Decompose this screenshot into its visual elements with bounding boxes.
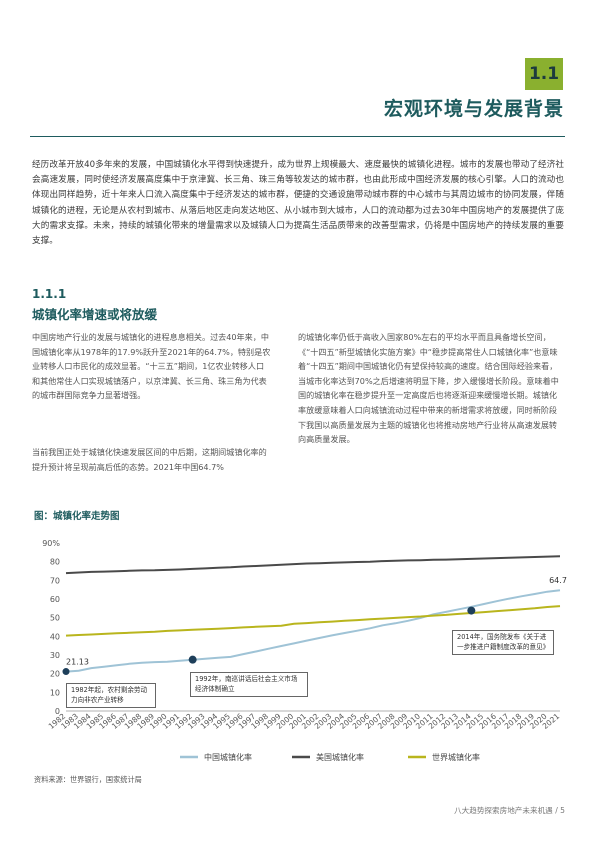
intro-paragraph: 经历改革开放40多年来的发展，中国城镇化水平得到快速提升，成为世界上规模最大、速… — [32, 160, 564, 247]
marker-2014 — [467, 606, 476, 615]
data-label: 64.7 — [549, 576, 567, 585]
divider — [30, 136, 565, 137]
section-number-badge: 1.1 — [525, 58, 563, 90]
y-tick-label: 70 — [50, 576, 60, 585]
y-tick-label: 0 — [55, 707, 60, 716]
section-title: 宏观环境与发展背景 — [383, 98, 564, 120]
y-tick-label: 10 — [50, 688, 60, 697]
y-tick-label: 50 — [50, 614, 60, 623]
series-line-2 — [65, 605, 561, 637]
column2-paragraph: 的城镇化率仍低于高收入国家80%左右的平均水平而且具备增长空间，《“十四五”新型… — [298, 332, 559, 445]
legend-label: 世界城镇化率 — [432, 752, 480, 762]
column1-paragraph1: 中国房地产行业的发展与城镇化的进程息息相关。过去40年来，中国城镇化率从1978… — [32, 332, 271, 401]
page-footer: 八大趋势探索房地产未来机遇 / 5 — [454, 806, 565, 815]
subsection-title: 城镇化率增速或将放缓 — [32, 307, 158, 322]
annotation-2014: 2014年，国务院发布《关于进一步推进户籍制度改革的意见》 — [452, 630, 554, 655]
column1-paragraph2: 当前我国正处于城镇化快速发展区间的中后期，这期间城镇化率的提升预计将呈现前高后低… — [32, 447, 267, 472]
y-tick-label: 30 — [50, 651, 60, 660]
legend-label: 美国城镇化率 — [316, 752, 364, 762]
annotation-1982: 1982年起，农村剩余劳动力向非农产业转移 — [66, 683, 156, 708]
data-label: 21.13 — [66, 658, 89, 667]
figure-title: 图：城镇化率走势图 — [34, 511, 120, 522]
y-tick-label: 20 — [50, 670, 60, 679]
urbanization-line-chart: 0102030405060708090%19821983198419851986… — [42, 539, 567, 762]
subsection-number: 1.1.1 — [32, 287, 67, 301]
marker-1982 — [62, 668, 70, 676]
y-tick-label: 80 — [50, 558, 60, 567]
y-tick-label: 40 — [50, 632, 60, 641]
legend-label: 中国城镇化率 — [204, 752, 252, 762]
y-tick-label: 90% — [42, 539, 60, 548]
marker-1992 — [188, 655, 197, 664]
series-line-0 — [65, 589, 561, 673]
series-line-1 — [65, 555, 561, 575]
annotation-1992: 1992年，南巡讲话后社会主义市场经济体制确立 — [190, 672, 308, 697]
data-source: 资料来源：世界银行，国家统计局 — [34, 775, 142, 784]
y-tick-label: 60 — [50, 595, 60, 604]
